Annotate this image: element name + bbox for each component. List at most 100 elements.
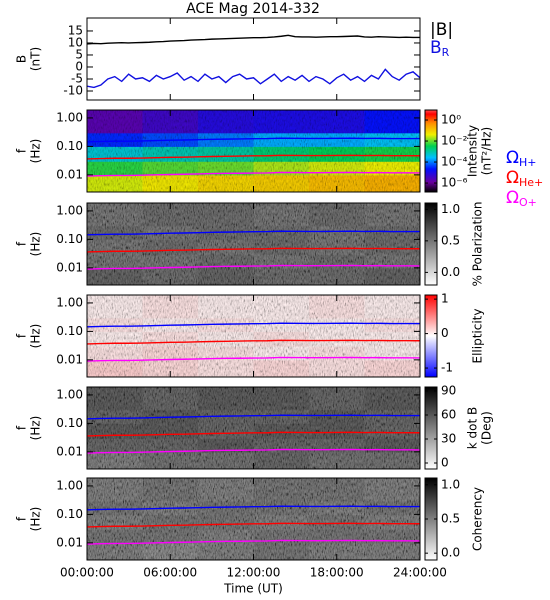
y-tick-label: 0.01: [56, 352, 83, 366]
colorbar-tick-label: 1: [441, 292, 449, 306]
x-tick-label: 24:00:00: [393, 566, 447, 580]
y-tick-label: 1.00: [56, 295, 83, 309]
colorbar-tick-label: 30: [441, 432, 456, 446]
legend-name: B: [430, 38, 442, 58]
y-axis-label: f: [15, 425, 29, 430]
chart-title: ACE Mag 2014-332: [186, 1, 320, 17]
texture: [87, 478, 420, 560]
y-tick-label: 10: [68, 35, 83, 49]
data-line: [87, 34, 420, 45]
colorbar-tick-label: 0.0: [441, 546, 460, 560]
legend-entry: |B|: [430, 20, 453, 40]
colorbar-tick-label: 10⁻⁶: [441, 176, 468, 190]
legend-subscript: R: [442, 46, 450, 59]
colorbar: [424, 202, 438, 286]
colorbar-label: Ellipticity: [471, 309, 485, 364]
y-axis-label: f: [15, 148, 29, 153]
panel: [87, 387, 420, 469]
y-tick-label: 0.01: [56, 260, 83, 274]
texture: [87, 203, 420, 285]
y-tick-label: 0.01: [56, 444, 83, 458]
texture: [87, 295, 420, 377]
colorbar-tick-label: 0: [441, 456, 449, 470]
data-line: [87, 431, 420, 437]
y-tick-label: 0.10: [56, 507, 83, 521]
colorbar-tick-label: 10⁻²: [441, 134, 468, 148]
data-line: [87, 171, 420, 177]
colorbar-tick-label: 0.0: [441, 265, 460, 279]
data-line: [87, 522, 420, 528]
panel: [87, 110, 420, 192]
colorbar: [424, 294, 438, 378]
y-tick-label: 0.01: [56, 167, 83, 181]
y-tick-label: -5: [71, 71, 83, 85]
data-line: [87, 264, 420, 270]
colorbar-label: Intensity: [466, 125, 480, 177]
legend-subscript: H+: [519, 156, 537, 169]
data-line: [87, 68, 420, 89]
colorbar-label: (nT²/Hz): [480, 127, 494, 175]
y-tick-label: -10: [63, 83, 83, 97]
y-axis-label: (Hz): [29, 507, 43, 532]
colorbar-tick-label: 0: [441, 326, 449, 340]
y-tick-label: 15: [68, 23, 83, 37]
y-axis-label: f: [15, 241, 29, 246]
panel: [87, 295, 420, 377]
data-line: [87, 356, 420, 362]
y-axis-label: B: [15, 55, 29, 63]
panel: [87, 478, 420, 560]
x-tick-label: 00:00:00: [60, 566, 114, 580]
colorbar-tick-label: 90: [441, 384, 456, 398]
colorbar-label: (Deg): [480, 411, 494, 445]
colorbar-tick-label: -1: [441, 361, 453, 375]
colorbar-tick-label: 10⁻⁴: [441, 155, 468, 169]
colorbar: [424, 386, 438, 470]
plot-frame: [86, 17, 421, 101]
legend-name: |B|: [430, 20, 453, 40]
y-axis-label: (nT): [29, 47, 43, 71]
y-tick-label: 0.10: [56, 416, 83, 430]
colorbar-label: k dot B: [466, 407, 480, 449]
legend-entry: ΩO+: [506, 188, 537, 209]
legend-entry: BR: [430, 38, 450, 59]
data-line: [87, 414, 420, 420]
y-axis-label: (Hz): [29, 139, 43, 164]
panel: [87, 203, 420, 285]
y-tick-label: 1.00: [56, 110, 83, 124]
colorbar-tick-label: 0.5: [441, 233, 460, 247]
x-tick-label: 06:00:00: [143, 566, 197, 580]
panel: [87, 34, 420, 89]
colorbar-tick-label: 0.5: [441, 512, 460, 526]
colorbar-tick-label: 1.0: [441, 202, 460, 216]
colorbar-tick-label: 1.0: [441, 477, 460, 491]
data-line: [87, 448, 420, 454]
legend-subscript: O+: [519, 196, 537, 209]
data-line: [87, 137, 420, 143]
legend-entry: ΩH+: [506, 148, 537, 169]
y-tick-label: 1.00: [56, 387, 83, 401]
y-tick-label: 0.10: [56, 139, 83, 153]
y-tick-label: 5: [75, 47, 83, 61]
y-tick-label: 1.00: [56, 478, 83, 492]
data-line: [87, 230, 420, 236]
legend-entry: ΩHe+: [506, 168, 543, 189]
y-axis-label: (Hz): [29, 232, 43, 257]
colorbar-label: % Polarization: [471, 202, 485, 287]
data-line: [87, 322, 420, 328]
legend-name: Ω: [506, 168, 519, 188]
y-tick-label: 0.10: [56, 232, 83, 246]
y-tick-label: 1.00: [56, 203, 83, 217]
colorbar: [424, 109, 438, 193]
data-line: [87, 505, 420, 511]
x-axis-label: Time (UT): [223, 582, 283, 596]
x-tick-label: 18:00:00: [310, 566, 364, 580]
y-axis-label: (Hz): [29, 416, 43, 441]
data-line: [87, 154, 420, 160]
colorbar-tick-label: 60: [441, 408, 456, 422]
y-axis-label: f: [15, 516, 29, 521]
legend-subscript: He+: [519, 176, 543, 189]
data-line: [87, 247, 420, 253]
texture: [87, 110, 420, 192]
